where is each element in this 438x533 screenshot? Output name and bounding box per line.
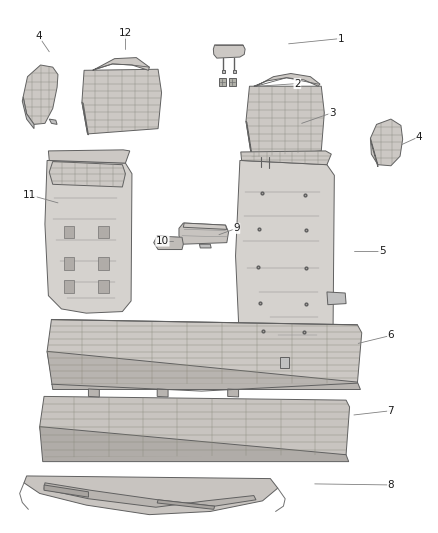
Polygon shape	[82, 69, 162, 134]
Polygon shape	[222, 70, 225, 73]
Polygon shape	[64, 280, 74, 293]
Polygon shape	[99, 257, 109, 270]
Polygon shape	[64, 257, 74, 270]
Polygon shape	[99, 280, 109, 293]
Polygon shape	[199, 244, 211, 248]
Polygon shape	[157, 500, 215, 510]
Polygon shape	[40, 397, 350, 457]
Text: 12: 12	[119, 28, 132, 38]
Polygon shape	[280, 357, 289, 368]
Polygon shape	[229, 78, 236, 86]
Text: 10: 10	[156, 236, 169, 246]
Text: 4: 4	[35, 31, 42, 41]
Polygon shape	[157, 389, 168, 397]
Polygon shape	[246, 86, 324, 157]
Polygon shape	[45, 160, 132, 313]
Polygon shape	[327, 292, 346, 305]
Polygon shape	[49, 119, 57, 124]
Polygon shape	[88, 389, 99, 397]
Polygon shape	[47, 319, 362, 384]
Polygon shape	[371, 138, 378, 167]
Text: 2: 2	[294, 78, 300, 88]
Polygon shape	[246, 121, 253, 158]
Polygon shape	[24, 476, 278, 515]
Polygon shape	[99, 225, 109, 238]
Polygon shape	[48, 150, 130, 163]
Text: 1: 1	[338, 34, 344, 44]
Polygon shape	[22, 97, 34, 128]
Polygon shape	[179, 223, 229, 244]
Text: 3: 3	[329, 108, 336, 118]
Polygon shape	[23, 65, 58, 124]
Polygon shape	[64, 225, 74, 238]
Text: 11: 11	[23, 190, 36, 200]
Polygon shape	[44, 485, 88, 497]
Text: 5: 5	[379, 246, 385, 256]
Polygon shape	[93, 58, 149, 70]
Text: 8: 8	[388, 480, 394, 490]
Text: 7: 7	[388, 406, 394, 416]
Polygon shape	[82, 102, 88, 135]
Polygon shape	[47, 351, 360, 390]
Polygon shape	[49, 161, 125, 187]
Polygon shape	[219, 78, 226, 86]
Polygon shape	[154, 236, 184, 249]
Polygon shape	[233, 70, 236, 73]
Polygon shape	[228, 389, 239, 397]
Polygon shape	[236, 160, 334, 357]
Polygon shape	[254, 74, 320, 86]
Polygon shape	[241, 151, 331, 165]
Text: 4: 4	[416, 132, 423, 142]
Polygon shape	[371, 119, 403, 166]
Polygon shape	[40, 426, 349, 462]
Text: 9: 9	[233, 223, 240, 233]
Polygon shape	[44, 483, 256, 507]
Polygon shape	[184, 223, 227, 229]
Text: 6: 6	[388, 330, 394, 341]
Polygon shape	[213, 45, 245, 58]
